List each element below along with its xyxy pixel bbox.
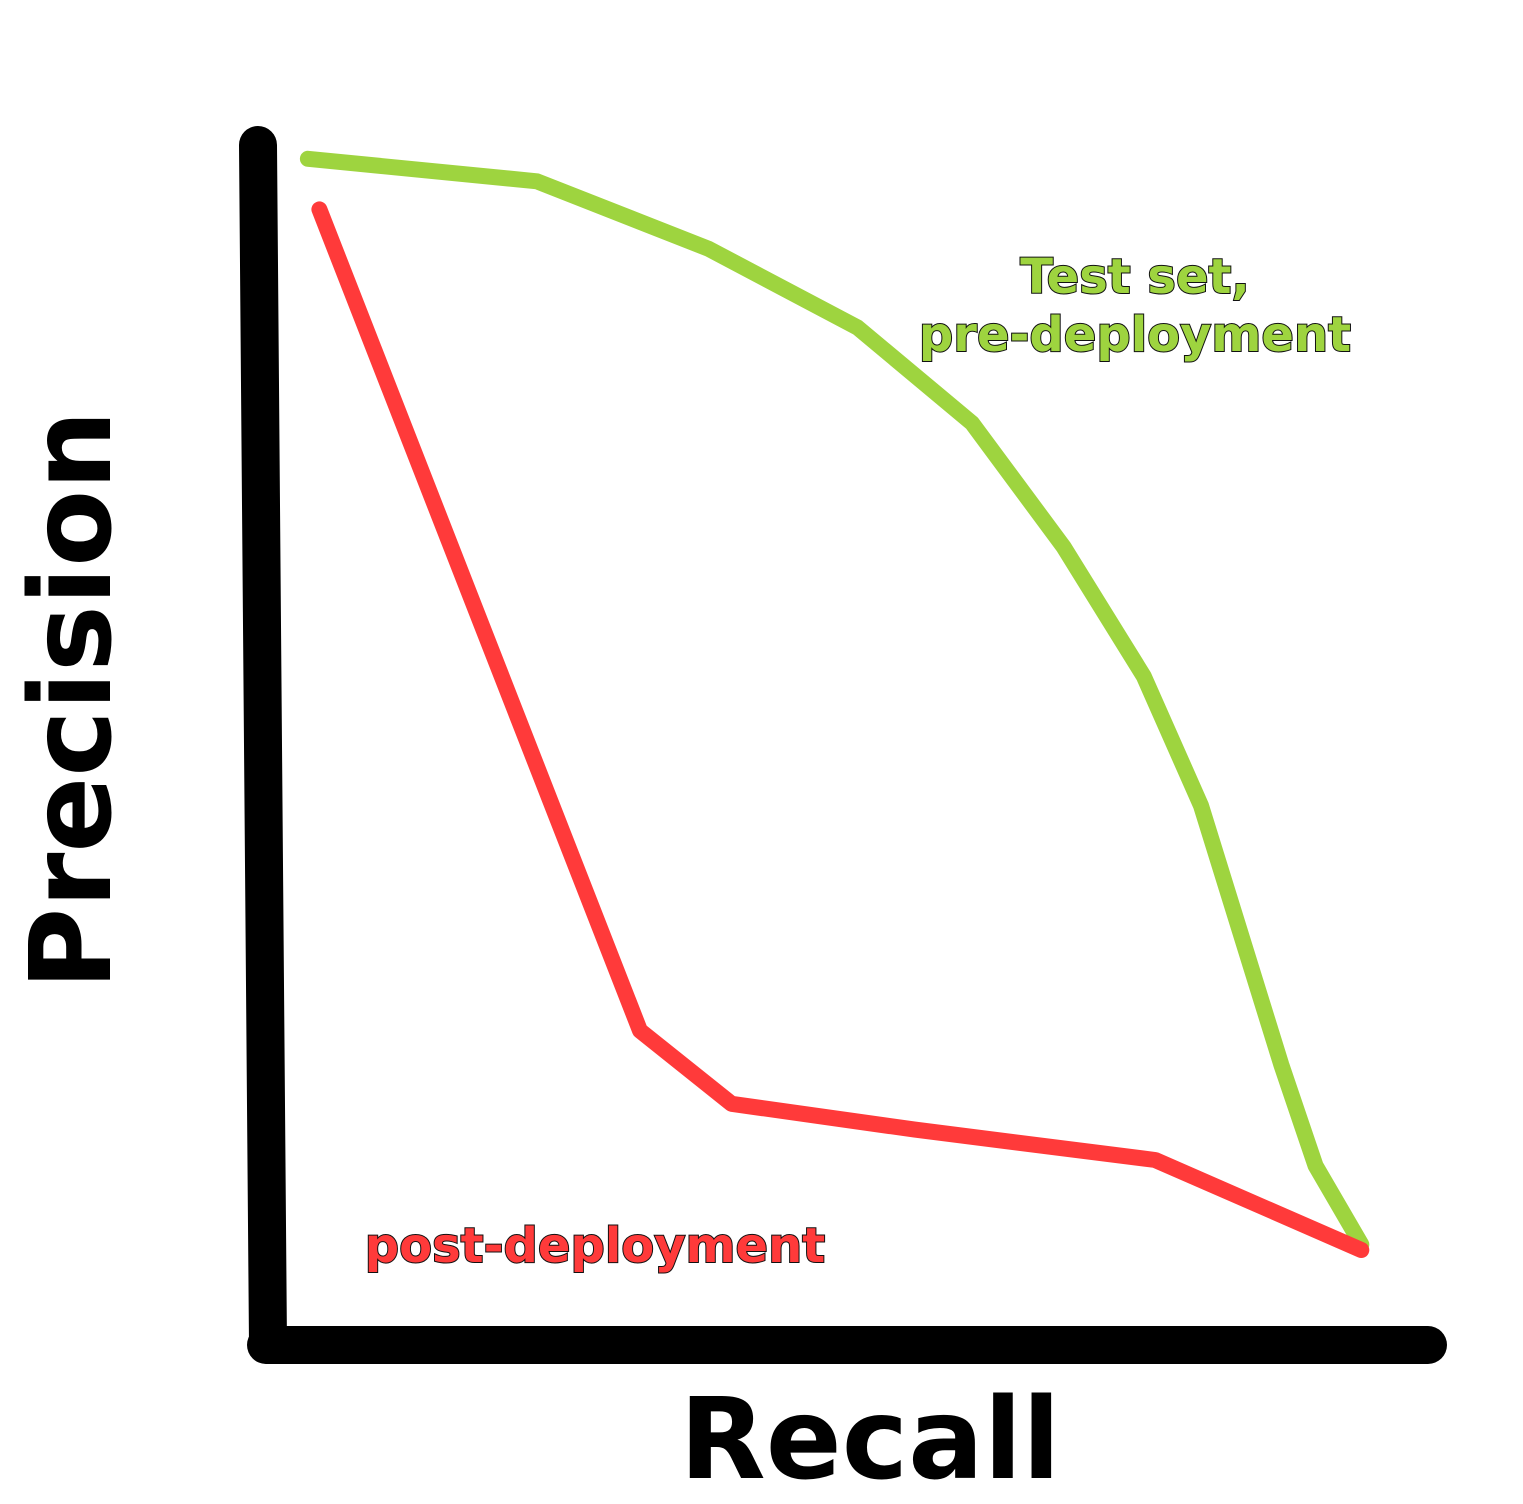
x-axis-title: Recall [680,1375,1061,1504]
series-line-1 [311,201,1370,1258]
y-axis-title: Precision [7,410,137,990]
series-layer [299,150,1370,1258]
series-label-layer: Test set, pre-deployment post-deployment [364,248,1352,1275]
series-label-0: Test set, pre-deployment [919,249,1351,363]
series-line-0 [299,150,1370,1253]
series-label-1-line-0: post-deployment [365,1218,825,1274]
series-label-0-line-1: pre-deployment [919,307,1351,363]
series-label-0-line-0: Test set, [1020,249,1249,305]
series-label-1: post-deployment [365,1218,825,1274]
y-axis-line [239,126,287,1364]
